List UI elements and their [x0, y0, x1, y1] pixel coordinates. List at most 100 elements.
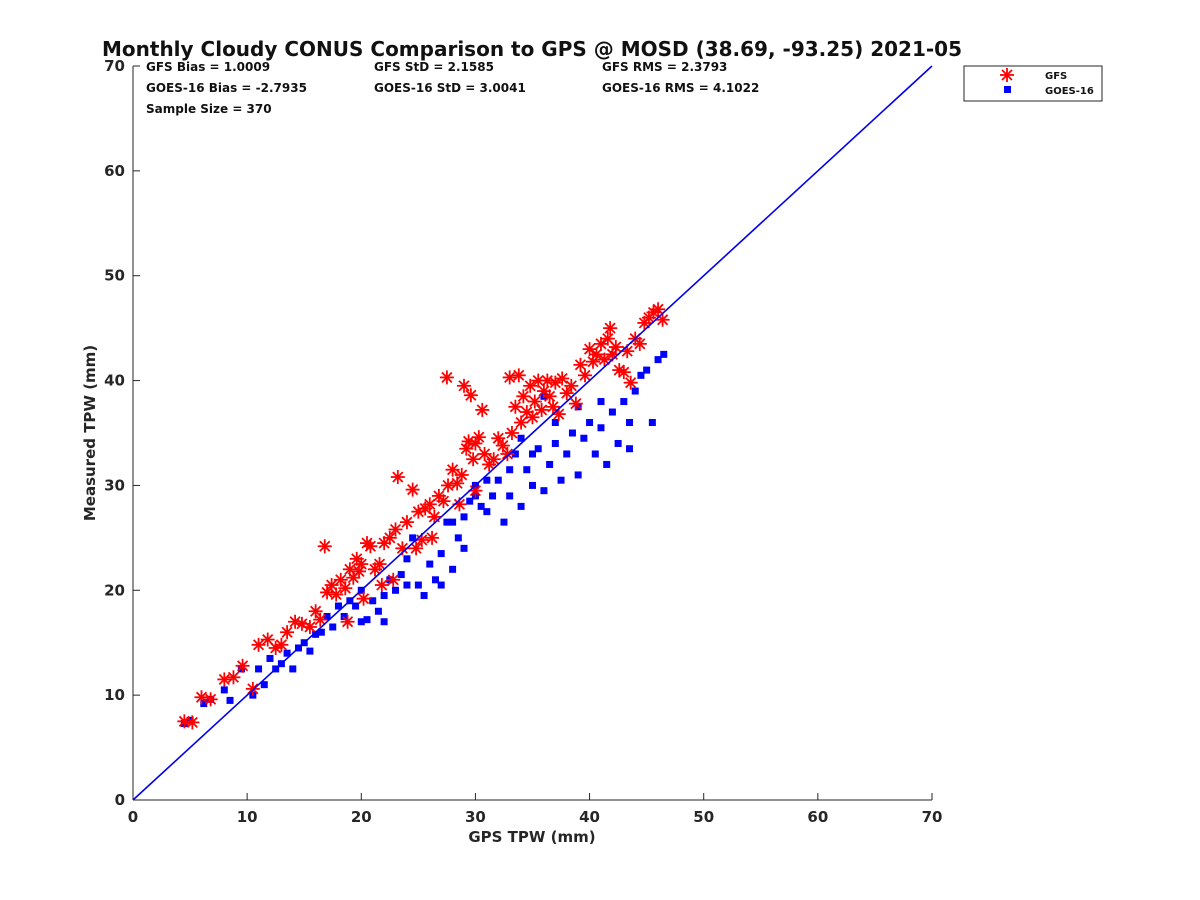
goes-point [483, 476, 491, 484]
gfs-point [475, 402, 490, 417]
goes-point [397, 571, 405, 579]
gfs-point [338, 581, 353, 596]
goes-point [654, 356, 662, 364]
goes-point [551, 439, 559, 447]
goes-point [574, 471, 582, 479]
one-to-one-line [132, 65, 933, 801]
x-tick-label: 10 [237, 808, 258, 826]
goes-point [637, 371, 645, 379]
goes-point [317, 628, 325, 636]
gfs-point [340, 614, 355, 629]
goes-point [460, 513, 468, 521]
gfs-point [372, 557, 387, 572]
y-tick-label: 70 [104, 57, 125, 75]
legend-box [963, 65, 1103, 102]
goes-point [626, 445, 634, 453]
goes-point [369, 597, 377, 605]
goes-point [437, 581, 445, 589]
goes-point [220, 686, 228, 694]
stat-goes-rms: GOES-16 RMS = 4.1022 [602, 81, 759, 95]
x-tick-label: 40 [579, 808, 600, 826]
gfs-point [564, 378, 579, 393]
legend-gfs-asterisk [1000, 68, 1014, 82]
gfs-point [568, 396, 583, 411]
gfs-point [603, 321, 618, 336]
goes-point [414, 581, 422, 589]
gfs-point [405, 482, 420, 497]
gfs-point [439, 370, 454, 385]
goes-point [631, 387, 639, 395]
gfs-point [514, 415, 529, 430]
goes-series [180, 350, 668, 727]
goes-point [466, 497, 474, 505]
gfs-point [280, 625, 295, 640]
goes-point [626, 419, 634, 427]
gfs-point [217, 672, 232, 687]
stat-goes-std: GOES-16 StD = 3.0041 [374, 81, 526, 95]
goes-point [312, 630, 320, 638]
goes-point [266, 654, 274, 662]
gfs-point [508, 399, 523, 414]
goes-point [534, 445, 542, 453]
y-axis-label: Measured TPW (mm) [81, 345, 99, 521]
x-axis-label: GPS TPW (mm) [468, 828, 595, 846]
goes-point [392, 586, 400, 594]
goes-point [409, 534, 417, 542]
x-tick-label: 30 [465, 808, 486, 826]
gfs-point [313, 612, 328, 627]
gfs-point [616, 365, 631, 380]
gfs-point [320, 585, 335, 600]
goes-point [380, 618, 388, 626]
goes-point [557, 476, 565, 484]
goes-point [483, 508, 491, 516]
goes-point [648, 419, 656, 427]
goes-point [437, 550, 445, 558]
goes-point [255, 665, 263, 673]
gfs-point [527, 394, 542, 409]
goes-point [477, 502, 485, 510]
gfs-point [511, 368, 526, 383]
gfs-point [226, 670, 241, 685]
goes-point [511, 450, 519, 458]
goes-point [260, 681, 268, 689]
gfs-point [459, 441, 474, 456]
goes-point [506, 466, 514, 474]
gfs-point [194, 690, 209, 705]
legend-goes-label: GOES-16 [1045, 86, 1094, 97]
gfs-point [516, 389, 531, 404]
goes-point [226, 696, 234, 704]
goes-point [200, 700, 208, 708]
goes-point [591, 450, 599, 458]
gfs-point [422, 497, 437, 512]
goes-point [529, 450, 536, 458]
gfs-point [542, 389, 557, 404]
goes-point [323, 613, 331, 620]
y-tick-label: 60 [104, 162, 125, 180]
gfs-point [471, 430, 486, 445]
goes-point [603, 460, 611, 468]
goes-point [580, 434, 588, 442]
goes-point [357, 618, 365, 626]
goes-point [506, 492, 514, 500]
goes-point [529, 481, 536, 489]
y-tick-label: 20 [104, 581, 125, 599]
gfs-point [399, 515, 414, 530]
goes-point [551, 419, 559, 427]
goes-point [374, 607, 382, 615]
goes-point [523, 466, 531, 474]
gfs-point [427, 509, 442, 524]
gfs-point [502, 370, 517, 385]
goes-point [426, 560, 434, 568]
goes-point [334, 602, 342, 610]
gfs-point [235, 658, 250, 673]
gfs-point [651, 302, 666, 317]
y-tick-label: 10 [104, 686, 125, 704]
goes-point [597, 398, 605, 406]
goes-point [352, 602, 360, 610]
gfs-point [500, 446, 515, 461]
gfs-point [457, 378, 472, 393]
goes-point [597, 424, 605, 432]
legend-gfs-label: GFS [1045, 71, 1067, 82]
x-tick-label: 50 [693, 808, 714, 826]
